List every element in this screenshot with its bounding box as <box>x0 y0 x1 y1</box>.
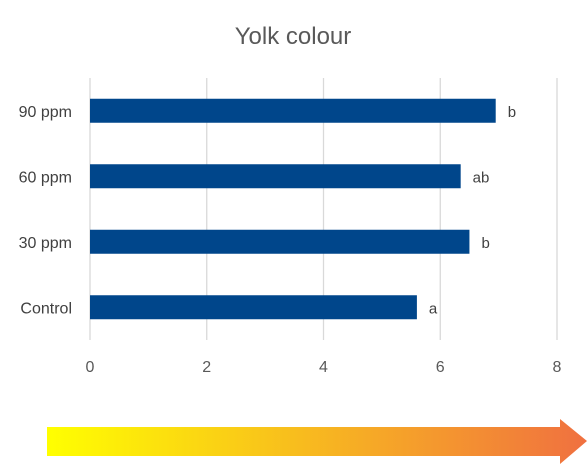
category-label-60-ppm: 60 ppm <box>19 169 72 186</box>
data-label-90-ppm: b <box>508 104 516 121</box>
bar-90-ppm <box>90 98 496 123</box>
category-label-control: Control <box>20 300 72 317</box>
bar-60-ppm <box>90 164 461 189</box>
bar-30-ppm <box>90 229 470 254</box>
chart-title: Yolk colour <box>235 23 352 50</box>
x-tick-label-2: 2 <box>202 359 211 376</box>
bar-control <box>90 295 417 320</box>
x-tick-label-4: 4 <box>319 359 328 376</box>
x-tick-label-6: 6 <box>436 359 445 376</box>
x-tick-labels: 0 2 4 6 8 <box>86 359 562 376</box>
data-label-30-ppm: b <box>481 235 489 252</box>
category-label-90-ppm: 90 ppm <box>19 104 72 121</box>
data-label-control: a <box>429 300 438 317</box>
bars <box>90 98 496 320</box>
category-label-30-ppm: 30 ppm <box>19 235 72 252</box>
category-labels: Control 30 ppm 60 ppm 90 ppm <box>19 104 72 318</box>
gradient-arrow <box>47 419 587 464</box>
x-tick-label-8: 8 <box>553 359 562 376</box>
data-label-60-ppm: ab <box>473 169 490 186</box>
x-tick-label-0: 0 <box>86 359 95 376</box>
